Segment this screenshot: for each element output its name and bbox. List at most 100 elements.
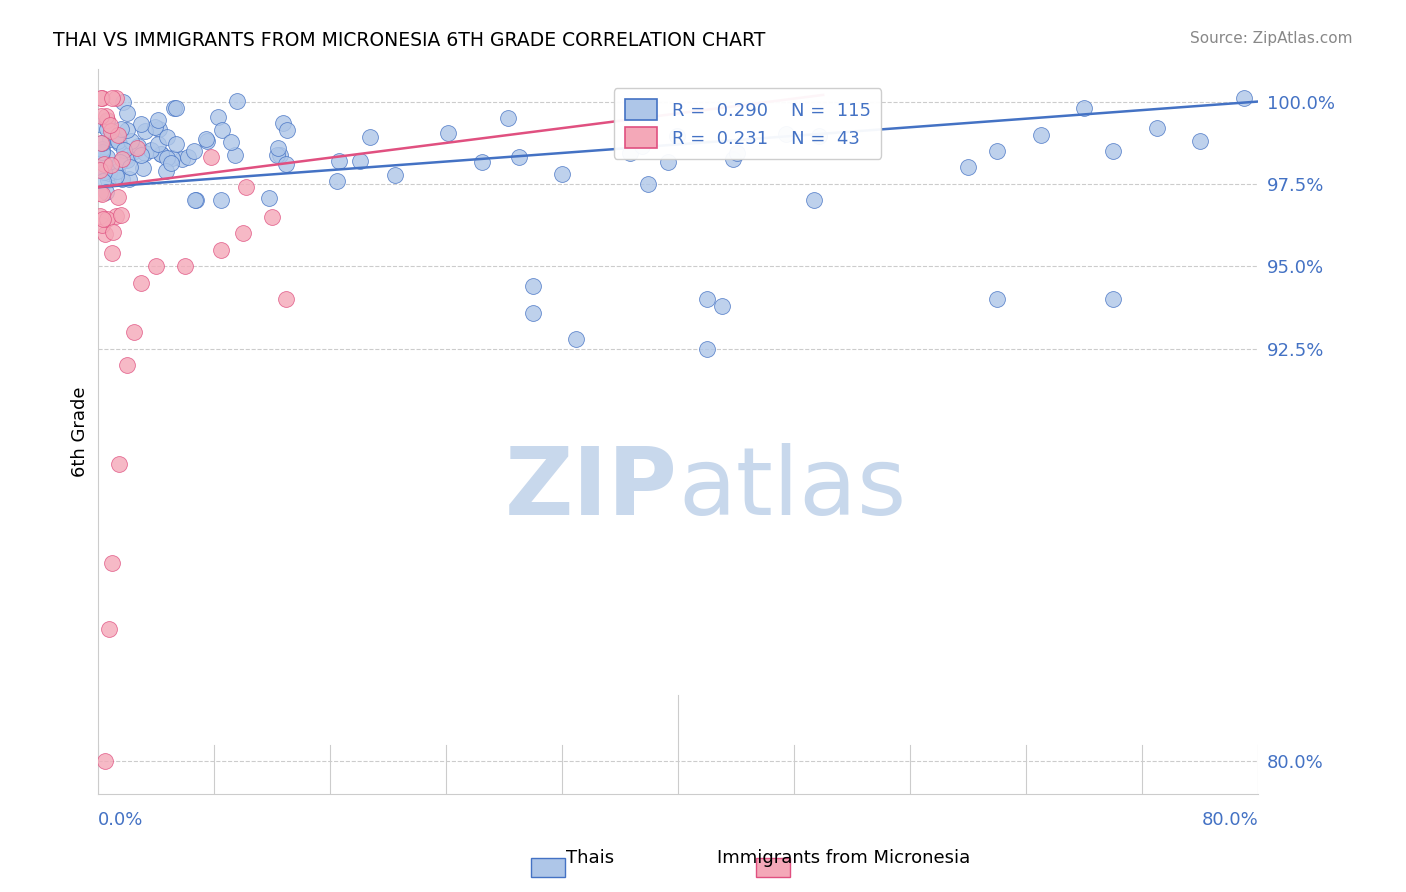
Point: [97, 173, 120, 187]
Point: [124, 144, 146, 158]
Point: [803, 194, 825, 208]
Point: [149, 147, 172, 161]
Point: [115, 149, 138, 163]
Point: [96, 185, 118, 199]
Point: [725, 145, 748, 160]
Point: [437, 126, 460, 140]
Y-axis label: 6th Grade: 6th Grade: [72, 386, 89, 476]
Point: [276, 293, 298, 307]
Point: [115, 105, 138, 120]
Point: [165, 101, 187, 115]
Point: [471, 154, 494, 169]
Point: [657, 155, 679, 169]
Point: [232, 227, 254, 241]
Point: [637, 177, 659, 191]
Point: [93, 165, 115, 179]
Point: [127, 138, 149, 153]
Point: [696, 342, 718, 356]
Point: [177, 150, 200, 164]
Point: [508, 150, 530, 164]
Point: [101, 91, 124, 105]
Point: [619, 146, 641, 161]
Point: [146, 137, 169, 152]
Point: [165, 136, 187, 151]
Point: [145, 260, 167, 274]
Point: [111, 153, 134, 167]
Point: [1189, 134, 1212, 148]
Point: [496, 112, 519, 126]
Point: [105, 163, 128, 178]
Point: [266, 148, 288, 162]
Point: [173, 260, 195, 274]
Point: [271, 116, 294, 130]
FancyBboxPatch shape: [756, 858, 790, 877]
Point: [115, 359, 138, 373]
Point: [98, 623, 121, 637]
Point: [108, 458, 131, 472]
Point: [94, 109, 117, 123]
Point: [696, 293, 718, 307]
Point: [160, 151, 183, 165]
Point: [105, 91, 128, 105]
Point: [101, 225, 124, 239]
Point: [328, 154, 350, 169]
Point: [110, 208, 132, 222]
Point: [146, 113, 169, 128]
Point: [149, 146, 172, 161]
Point: [349, 154, 371, 169]
Point: [195, 132, 218, 146]
Point: [129, 276, 152, 290]
Point: [131, 148, 153, 162]
Point: [211, 123, 233, 137]
Point: [209, 243, 232, 257]
Point: [91, 91, 114, 105]
Point: [115, 123, 138, 137]
Point: [807, 129, 830, 144]
Text: atlas: atlas: [678, 443, 907, 535]
Point: [200, 150, 222, 164]
Point: [269, 148, 291, 162]
Point: [183, 144, 205, 158]
Point: [276, 122, 298, 136]
Point: [91, 212, 114, 227]
Point: [225, 94, 247, 108]
Point: [551, 168, 574, 182]
Point: [96, 151, 118, 165]
Point: [139, 143, 162, 157]
FancyBboxPatch shape: [531, 858, 565, 877]
Point: [148, 122, 170, 136]
Point: [96, 114, 118, 128]
Point: [143, 120, 166, 135]
Point: [91, 174, 114, 188]
Point: [207, 110, 229, 124]
Text: 80.0%: 80.0%: [1202, 811, 1258, 829]
Point: [235, 179, 257, 194]
Point: [112, 143, 135, 157]
Point: [93, 159, 115, 173]
Point: [91, 187, 114, 202]
Point: [1102, 144, 1125, 158]
Point: [195, 134, 218, 148]
Point: [134, 124, 156, 138]
Point: [132, 161, 155, 176]
Point: [1102, 293, 1125, 307]
Point: [108, 136, 131, 150]
Text: Source: ZipAtlas.com: Source: ZipAtlas.com: [1189, 31, 1353, 46]
Point: [129, 117, 152, 131]
Point: [90, 136, 112, 150]
Point: [723, 153, 745, 167]
Point: [631, 139, 654, 153]
Point: [359, 129, 381, 144]
Point: [384, 168, 406, 182]
Point: [89, 209, 111, 223]
Point: [118, 161, 141, 175]
Point: [156, 129, 179, 144]
Point: [326, 174, 349, 188]
Point: [96, 211, 118, 226]
Legend: R =  0.290    N =  115, R =  0.231    N =  43: R = 0.290 N = 115, R = 0.231 N = 43: [614, 88, 882, 159]
Point: [219, 136, 242, 150]
Point: [257, 191, 280, 205]
Point: [91, 118, 114, 132]
Point: [710, 299, 733, 313]
Point: [107, 190, 129, 204]
